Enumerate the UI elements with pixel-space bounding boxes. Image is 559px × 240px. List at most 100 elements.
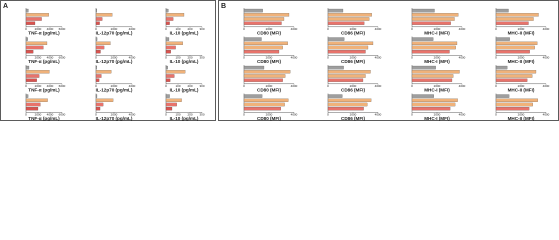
x-tick-label: 0: [243, 84, 245, 88]
bar: [25, 106, 39, 111]
bar: [411, 98, 458, 102]
x-tick-label: 2000: [350, 56, 357, 60]
x-axis-label: CD86 (MFI): [341, 116, 365, 121]
x-tick-label: 4000: [129, 56, 136, 60]
x-tick-label: 300: [199, 84, 204, 88]
bar: [411, 17, 455, 21]
bar: [243, 94, 263, 98]
x-tick-label: 4000: [543, 56, 550, 60]
bar: [165, 94, 170, 98]
bar: [243, 37, 262, 41]
x-tick-label: 4000: [459, 56, 466, 60]
bar: [495, 17, 534, 21]
bar: [411, 78, 453, 82]
bar: [95, 17, 103, 21]
x-tick-label: 2000: [111, 84, 118, 88]
bar: [243, 98, 289, 102]
bar: [243, 70, 291, 74]
x-tick-label: 2000: [434, 56, 441, 60]
x-tick-label: 4000: [291, 27, 298, 31]
bar: [327, 74, 366, 78]
bar: [165, 74, 175, 78]
bar: [243, 45, 283, 50]
x-tick-label: 4000: [129, 27, 136, 31]
x-tick-label: 4000: [459, 27, 466, 31]
x-axis-label: IL-10 (pg/mL): [170, 59, 199, 64]
x-tick-label: 4000: [543, 27, 550, 31]
bar: [95, 78, 100, 82]
bar: [243, 49, 280, 54]
x-tick-label: 0: [327, 84, 329, 88]
bar: [495, 94, 510, 98]
bar: [25, 49, 34, 54]
x-tick-label: 2000: [350, 27, 357, 31]
bar: [327, 17, 370, 21]
bar: [411, 8, 435, 13]
bar: [243, 41, 288, 46]
bar: [165, 45, 176, 50]
x-tick-label: 2000: [35, 84, 42, 88]
bar: [165, 102, 177, 107]
x-axis-label: IL-12p70 (pg/mL): [96, 31, 133, 36]
x-axis-label: CD86 (MFI): [341, 59, 365, 64]
x-tick-label: 300: [199, 27, 204, 31]
bar: [327, 65, 344, 70]
panel-label: B: [221, 3, 226, 10]
bar: [411, 70, 460, 74]
x-axis-label: TNF-α (pg/mL): [28, 59, 60, 64]
x-tick-label: 100: [175, 84, 180, 88]
bar: [95, 102, 104, 107]
x-tick-label: 2000: [350, 113, 357, 117]
bar: [411, 102, 456, 107]
bar: [411, 74, 454, 78]
x-tick-label: 0: [95, 113, 97, 117]
x-tick-label: 2000: [518, 56, 525, 60]
bar: [495, 45, 535, 50]
x-axis-label: CD80 (MFI): [257, 59, 281, 64]
x-tick-label: 0: [95, 84, 97, 88]
x-tick-label: 0: [495, 56, 497, 60]
x-tick-label: 0: [243, 56, 245, 60]
bar: [95, 65, 97, 70]
bar: [243, 102, 285, 107]
bar: [95, 13, 113, 17]
x-tick-label: 0: [95, 27, 97, 31]
x-tick-label: 0: [165, 84, 167, 88]
x-tick-label: 6000: [59, 27, 66, 31]
bar: [243, 74, 286, 78]
x-axis-label: CD86 (MFI): [341, 88, 365, 93]
x-tick-label: 6000: [59, 84, 66, 88]
bar: [411, 106, 451, 111]
x-tick-label: 100: [175, 113, 180, 117]
x-tick-label: 4000: [459, 113, 466, 117]
bar: [495, 106, 530, 111]
x-tick-label: 0: [327, 56, 329, 60]
x-tick-label: 2000: [266, 27, 273, 31]
x-tick-label: 200: [187, 113, 192, 117]
x-tick-label: 0: [327, 113, 329, 117]
x-tick-label: 2000: [434, 113, 441, 117]
x-axis-label: CD80 (MFI): [257, 116, 281, 121]
x-axis-label: IL-10 (pg/mL): [170, 88, 199, 93]
bar: [243, 106, 281, 111]
x-axis-label: MHC-II (MFI): [508, 31, 535, 36]
x-axis-label: IL-10 (pg/mL): [170, 116, 199, 121]
x-axis-label: MHC-II (MFI): [508, 88, 535, 93]
bar: [327, 78, 364, 82]
bar: [495, 70, 537, 74]
x-tick-label: 0: [165, 113, 167, 117]
bar: [243, 21, 282, 25]
x-tick-label: 0: [165, 56, 167, 60]
bar: [95, 94, 98, 98]
x-tick-label: 4000: [543, 113, 550, 117]
x-tick-label: 0: [411, 84, 413, 88]
bar: [411, 65, 436, 70]
bar: [411, 41, 458, 46]
bar: [495, 49, 530, 54]
bar: [495, 78, 528, 82]
x-axis-label: CD80 (MFI): [257, 31, 281, 36]
bar: [95, 74, 102, 78]
x-tick-label: 0: [243, 113, 245, 117]
x-tick-label: 2000: [111, 56, 118, 60]
bar: [243, 13, 290, 17]
